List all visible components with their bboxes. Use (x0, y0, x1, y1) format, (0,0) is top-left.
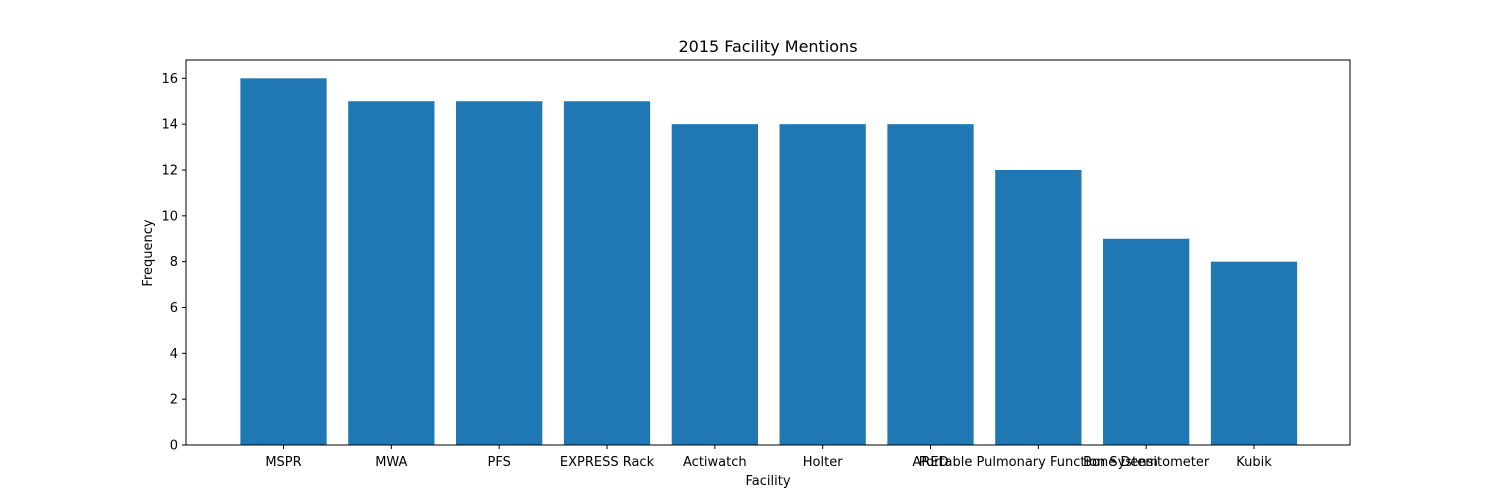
x-tick-label: ARED (912, 455, 948, 470)
bar-pfs (456, 101, 543, 445)
y-tick-label: 6 (170, 301, 178, 316)
bar-portable-pulmonary-function-system (995, 170, 1082, 445)
x-axis-label: Facility (745, 474, 790, 489)
y-tick-label: 4 (170, 347, 178, 362)
x-axis-ticks: MSPR MWA PFS EXPRESS Rack Actiwatch Holter ARE… (265, 445, 1272, 470)
y-tick-label: 0 (170, 439, 178, 454)
y-tick-label: 16 (161, 72, 178, 87)
y-axis-ticks: 0 2 4 6 8 10 12 14 16 (161, 72, 186, 454)
y-axis-label: Frequency (141, 219, 156, 286)
x-tick-label: Holter (803, 455, 843, 470)
y-tick-label: 8 (170, 255, 178, 270)
bar-mwa (348, 101, 435, 445)
bars-group (240, 78, 1298, 446)
bar-actiwatch (671, 124, 758, 446)
bar-holter (779, 124, 866, 446)
x-tick-label: MWA (375, 455, 407, 470)
y-tick-label: 12 (161, 164, 178, 179)
bar-kubik (1210, 261, 1298, 445)
y-tick-label: 14 (161, 118, 178, 133)
y-tick-label: 2 (170, 393, 178, 408)
x-tick-label: Bone Densitometer (1083, 455, 1210, 470)
bar-express-rack (563, 101, 651, 445)
x-tick-label: MSPR (265, 455, 301, 470)
x-tick-label: Portable Pulmonary Function System (919, 455, 1158, 470)
x-tick-label: Actiwatch (683, 455, 747, 470)
plot-frame (185, 59, 1351, 446)
chart-title: 2015 Facility Mentions (678, 37, 857, 56)
x-tick-label: EXPRESS Rack (560, 455, 655, 470)
x-tick-label: PFS (487, 455, 510, 470)
bar-ared (887, 124, 974, 446)
x-tick-label: Kubik (1236, 455, 1272, 470)
bar-mspr (240, 78, 327, 445)
y-tick-label: 10 (161, 209, 178, 224)
bar-bone-densitometer (1103, 238, 1190, 445)
